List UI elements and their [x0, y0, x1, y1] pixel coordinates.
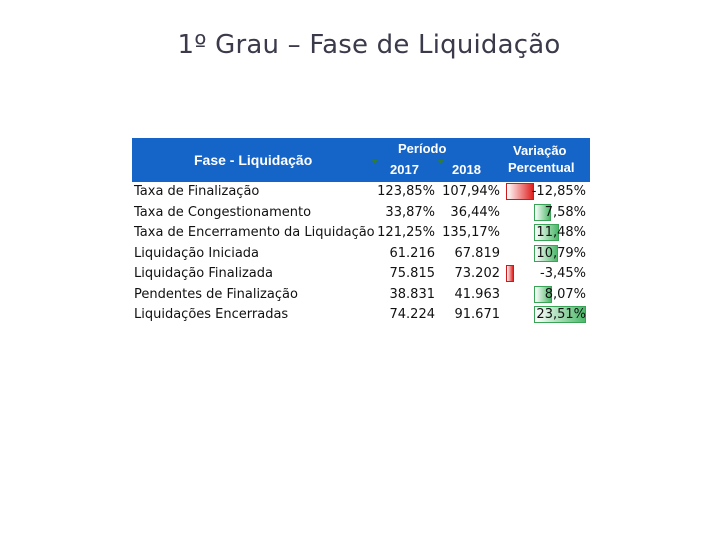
value-2017: 123,85%	[377, 184, 435, 199]
value-2017: 61.216	[389, 245, 436, 261]
slide-title: 1º Grau – Fase de Liquidação	[177, 30, 561, 60]
positive-data-bar	[534, 306, 586, 323]
table-row: Taxa de Congestionamento 33,87% 36,44% 7,58…	[132, 203, 590, 224]
positive-data-bar	[534, 244, 558, 262]
value-2018: 67.819	[454, 245, 501, 261]
variation-percent: 11,48%	[536, 225, 586, 240]
positive-data-bar	[534, 203, 551, 221]
table-row: Pendentes de Finalização 38.831 41.963 8,07…	[132, 285, 590, 306]
table-row: Liquidação Iniciada 61.216 67.819 10,79%	[132, 244, 590, 265]
negative-data-bar	[506, 183, 534, 200]
value-2018: 73.202	[454, 266, 501, 281]
value-2017: 38.831	[389, 286, 436, 302]
filter-indicator-icon	[438, 160, 444, 164]
variation-percent: 8,07%	[544, 286, 586, 302]
variation-percent: 23,51%	[536, 307, 586, 322]
row-label: Taxa de Encerramento da Liquidação	[134, 225, 375, 240]
table-row: Taxa de Encerramento da Liquidação 121,25…	[132, 223, 590, 244]
header-variacao: Variação	[513, 143, 567, 158]
variation-percent: 10,79%	[536, 245, 586, 261]
variation-percent: -12,85%	[531, 184, 586, 199]
table-row: Taxa de Finalização 123,85% 107,94% -12,85%	[132, 182, 590, 203]
value-2017: 74.224	[389, 307, 436, 322]
negative-data-bar	[506, 265, 514, 282]
row-label: Liquidações Encerradas	[134, 307, 289, 322]
row-label: Pendentes de Finalização	[134, 286, 298, 302]
table-header: Fase - Liquidação Período 2017 2018 Vari…	[132, 138, 590, 182]
value-2018: 91.671	[454, 307, 501, 322]
value-2017: 33,87%	[385, 204, 435, 220]
table-row: Liquidações Encerradas 74.224 91.671 23,51%	[132, 305, 590, 326]
header-year-2017: 2017	[390, 162, 419, 177]
variation-percent: 7,58%	[544, 204, 586, 220]
positive-data-bar	[534, 285, 552, 303]
header-fase: Fase - Liquidação	[194, 152, 313, 168]
filter-indicator-icon	[372, 160, 378, 164]
row-label: Taxa de Finalização	[134, 184, 260, 199]
value-2018: 107,94%	[442, 184, 500, 199]
value-2017: 121,25%	[377, 225, 435, 240]
value-2017: 75.815	[389, 266, 436, 281]
header-percentual: Percentual	[508, 160, 575, 175]
value-2018: 41.963	[454, 286, 501, 302]
table-body: Taxa de Finalização 123,85% 107,94% -12,85%…	[132, 182, 590, 326]
positive-data-bar	[534, 224, 559, 241]
header-year-2018: 2018	[452, 162, 481, 177]
variation-percent: -3,45%	[540, 266, 586, 281]
row-label: Liquidação Iniciada	[134, 245, 260, 261]
table-row: Liquidação Finalizada 75.815 73.202 -3,45%	[132, 264, 590, 285]
value-2018: 135,17%	[442, 225, 500, 240]
liquidation-table: Fase - Liquidação Período 2017 2018 Vari…	[132, 138, 590, 326]
header-periodo: Período	[398, 141, 447, 156]
row-label: Liquidação Finalizada	[134, 266, 273, 281]
value-2018: 36,44%	[450, 204, 500, 220]
row-label: Taxa de Congestionamento	[134, 204, 312, 220]
